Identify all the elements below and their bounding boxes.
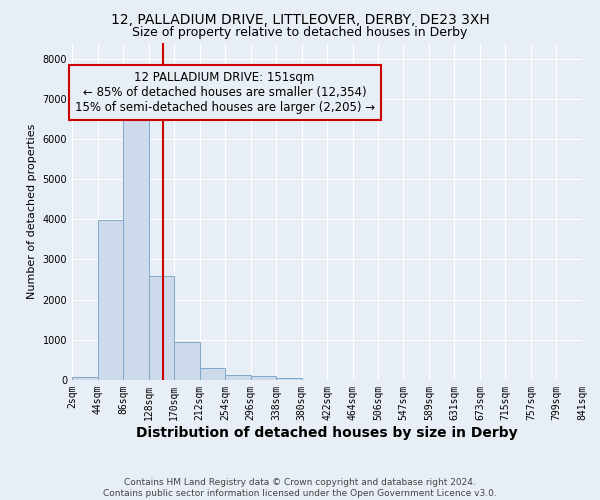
Bar — [123, 115, 149, 380]
Bar — [276, 378, 302, 380]
Bar — [251, 376, 276, 380]
Text: 12, PALLADIUM DRIVE, LITTLEOVER, DERBY, DE23 3XH: 12, PALLADIUM DRIVE, LITTLEOVER, DERBY, … — [110, 12, 490, 26]
Bar — [200, 368, 225, 380]
Bar — [149, 276, 174, 380]
Text: Contains HM Land Registry data © Crown copyright and database right 2024.
Contai: Contains HM Land Registry data © Crown c… — [103, 478, 497, 498]
Bar — [174, 342, 200, 380]
Text: Size of property relative to detached houses in Derby: Size of property relative to detached ho… — [133, 26, 467, 39]
Bar — [225, 375, 251, 380]
X-axis label: Distribution of detached houses by size in Derby: Distribution of detached houses by size … — [136, 426, 518, 440]
Text: 12 PALLADIUM DRIVE: 151sqm
← 85% of detached houses are smaller (12,354)
15% of : 12 PALLADIUM DRIVE: 151sqm ← 85% of deta… — [74, 70, 374, 114]
Bar — [72, 377, 98, 380]
Bar — [98, 220, 123, 380]
Y-axis label: Number of detached properties: Number of detached properties — [27, 124, 37, 299]
